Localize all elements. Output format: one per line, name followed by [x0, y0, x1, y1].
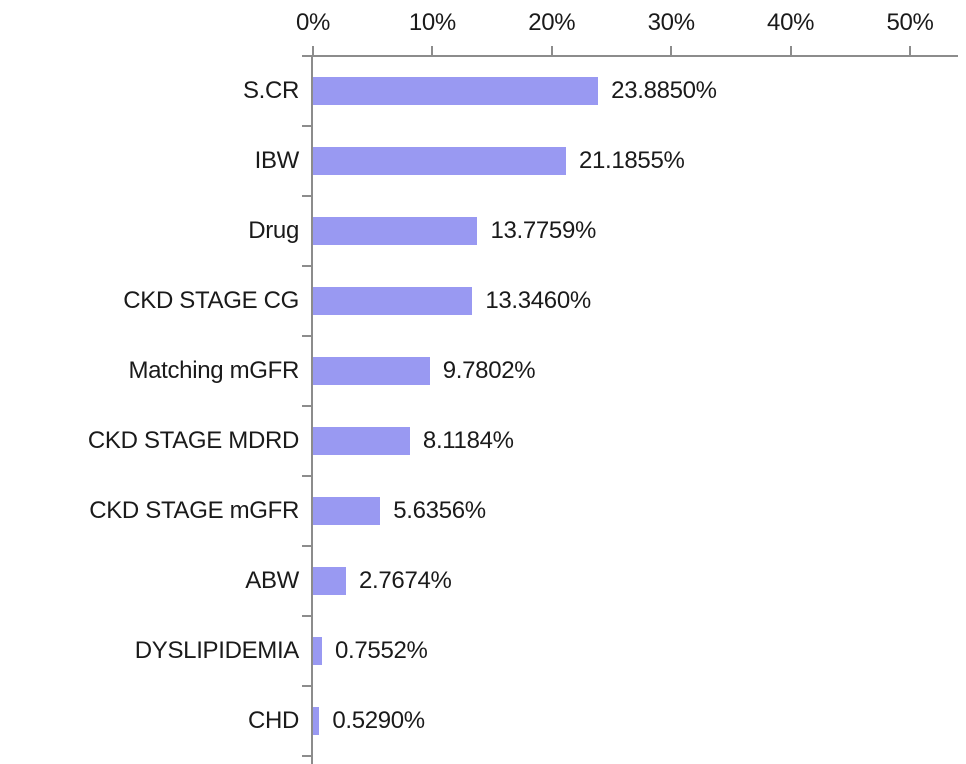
bar	[313, 637, 323, 665]
bar	[313, 427, 410, 455]
category-label: ABW	[245, 567, 299, 594]
y-axis-tick	[302, 195, 311, 197]
bar-row: IBW 21.1855%	[0, 126, 966, 196]
bar-row: DYSLIPIDEMIA 0.7552%	[0, 616, 966, 686]
category-label: CKD STAGE MDRD	[87, 427, 299, 454]
bar-row: CKD STAGE mGFR 5.6356%	[0, 476, 966, 546]
bar-row: CKD STAGE CG 13.3460%	[0, 266, 966, 336]
x-axis-line	[311, 55, 958, 57]
value-label: 13.7759%	[490, 217, 597, 244]
x-axis-tick	[550, 46, 553, 55]
y-axis-tick	[302, 685, 311, 687]
bar-row: CKD STAGE MDRD 8.1184%	[0, 406, 966, 476]
category-label: CKD STAGE mGFR	[89, 497, 299, 524]
y-axis-tick	[302, 125, 311, 127]
x-axis-tick	[789, 46, 792, 55]
category-label: DYSLIPIDEMIA	[134, 637, 300, 664]
category-label: S.CR	[242, 77, 299, 104]
bar	[313, 147, 566, 175]
bar	[313, 707, 320, 735]
bar	[313, 217, 478, 245]
category-label: IBW	[254, 147, 300, 174]
value-label: 9.7802%	[442, 357, 536, 384]
category-label: CHD	[247, 707, 299, 734]
bar	[313, 287, 473, 315]
bar	[313, 497, 381, 525]
y-axis-tick	[302, 265, 311, 267]
bar-row: ABW 2.7674%	[0, 546, 966, 616]
bar-row: CHD 0.5290%	[0, 686, 966, 756]
x-axis-tick-label: 30%	[647, 9, 695, 36]
value-label: 8.1184%	[422, 427, 514, 454]
value-label: 0.7552%	[335, 637, 428, 664]
value-label: 5.6356%	[393, 497, 486, 524]
bar	[313, 567, 347, 595]
category-label: CKD STAGE CG	[123, 287, 299, 314]
value-label: 0.5290%	[332, 707, 425, 734]
y-axis-tick	[302, 475, 311, 477]
bar-row: Drug 13.7759%	[0, 196, 966, 266]
value-label: 23.8850%	[611, 77, 717, 104]
bar	[313, 77, 599, 105]
x-axis-tick	[909, 46, 911, 55]
y-axis-tick	[302, 755, 311, 757]
x-axis-tick	[431, 46, 434, 55]
y-axis-tick	[302, 55, 311, 57]
x-axis-tick	[312, 46, 314, 55]
y-axis-tick	[302, 615, 311, 617]
y-axis-tick	[302, 545, 311, 547]
category-label: Drug	[248, 217, 299, 244]
x-axis-tick-label: 0%	[295, 9, 331, 36]
value-label: 2.7674%	[359, 567, 452, 594]
value-label: 21.1855%	[578, 147, 685, 174]
y-axis-line	[311, 55, 313, 764]
bar-row: S.CR 23.8850%	[0, 56, 966, 126]
x-axis-tick-label: 40%	[767, 9, 815, 36]
x-axis-tick	[670, 46, 673, 55]
category-label: Matching mGFR	[128, 357, 299, 384]
bar-row: Matching mGFR 9.7802%	[0, 336, 966, 406]
x-axis-tick-label: 10%	[408, 9, 456, 36]
bar	[313, 357, 430, 385]
y-axis-tick	[302, 405, 311, 407]
x-axis-tick-label: 50%	[886, 9, 934, 36]
x-axis-tick-label: 20%	[528, 9, 576, 36]
y-axis-tick	[302, 335, 311, 337]
value-label: 13.3460%	[485, 287, 591, 314]
